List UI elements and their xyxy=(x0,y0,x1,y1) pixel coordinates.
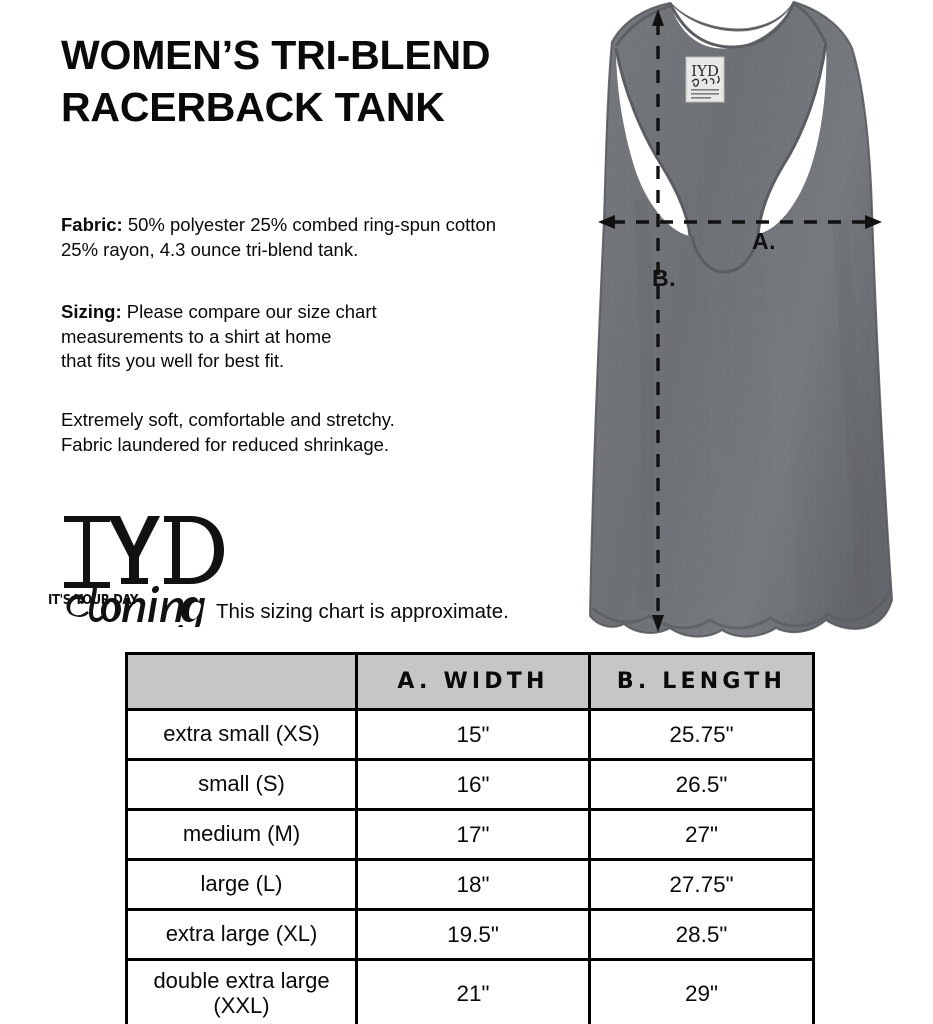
fabric-line-2: 25% rayon, 4.3 ounce tri-blend tank. xyxy=(61,238,359,260)
right-armhole-seam xyxy=(756,41,828,235)
sizing-line-3: that fits you well for best fit. xyxy=(61,350,285,372)
cell-width: 17" xyxy=(355,808,591,861)
cell-size-line-2: (XXL) xyxy=(213,993,270,1018)
measure-a-arrow-right xyxy=(865,215,882,229)
tank-body xyxy=(590,2,892,637)
care-description: Extremely soft, comfortable and stretchy… xyxy=(61,408,395,457)
table-row: extra small (XS) 15" 25.75" xyxy=(125,708,815,761)
tank-top-illustration: IYD xyxy=(520,0,933,650)
measure-b-arrow-bottom xyxy=(652,615,664,632)
page-title-line-1: WOMEN’S TRI-BLEND xyxy=(61,32,491,78)
cell-size: double extra large (XXL) xyxy=(125,958,358,1024)
racerback-center-seam xyxy=(690,233,760,274)
hem-stitch xyxy=(591,591,892,630)
sizing-label: Sizing: xyxy=(61,301,122,322)
table-header-row: A. WIDTH B. LENGTH xyxy=(125,652,815,711)
neck-label: IYD xyxy=(685,56,725,103)
right-armhole xyxy=(758,42,827,234)
header-size xyxy=(125,652,358,711)
left-armhole-seam xyxy=(614,47,692,237)
cell-width: 16" xyxy=(355,758,591,811)
sizing-line-2: measurements to a shirt at home xyxy=(61,325,332,347)
cell-width: 21" xyxy=(355,958,591,1024)
page-title: WOMEN’S TRI-BLEND RACERBACK TANK xyxy=(61,30,581,133)
neckline-seam xyxy=(668,1,796,49)
cell-size: extra small (XS) xyxy=(125,708,358,761)
fabric-label: Fabric: xyxy=(61,214,123,235)
fabric-text-1: 50% polyester 25% combed ring-spun cotto… xyxy=(122,214,496,235)
logo-script-icon xyxy=(66,582,205,627)
table-row: extra large (XL) 19.5" 28.5" xyxy=(125,908,815,961)
fabric-line-1: Fabric: 50% polyester 25% combed ring-sp… xyxy=(61,213,496,238)
cell-width: 18" xyxy=(355,858,591,911)
cell-width: 19.5" xyxy=(355,908,591,961)
size-chart-table: A. WIDTH B. LENGTH extra small (XS) 15" … xyxy=(125,652,815,1024)
care-line-2: Fabric laundered for reduced shrinkage. xyxy=(61,433,390,455)
cell-size: medium (M) xyxy=(125,808,358,861)
measure-b-arrow-top xyxy=(652,9,664,26)
page-title-line-2: RACERBACK TANK xyxy=(61,83,445,130)
table-row: large (L) 18" 27.75" xyxy=(125,858,815,911)
right-strap-seam xyxy=(793,2,828,45)
cell-width: 15" xyxy=(355,708,591,761)
left-strap-seam xyxy=(614,4,671,47)
cell-size: small (S) xyxy=(125,758,358,811)
sizing-line-1: Sizing: Please compare our size chart xyxy=(61,300,377,325)
header-width: A. WIDTH xyxy=(355,652,591,711)
left-armhole xyxy=(616,48,690,236)
cell-size: extra large (XL) xyxy=(125,908,358,961)
neckline-opening xyxy=(670,2,794,49)
cell-length: 25.75" xyxy=(588,708,815,761)
cell-size-line-1: double extra large xyxy=(153,968,330,994)
neck-label-monogram: IYD xyxy=(691,62,719,80)
care-line-1: Extremely soft, comfortable and stretchy… xyxy=(61,409,395,430)
fabric-description: Fabric: 50% polyester 25% combed ring-sp… xyxy=(61,213,496,262)
approximate-note: This sizing chart is approximate. xyxy=(216,600,509,623)
cell-length: 27.75" xyxy=(588,858,815,911)
logo-monogram-icon xyxy=(64,516,224,588)
sizing-text-1: Please compare our size chart xyxy=(121,301,377,322)
cell-length: 26.5" xyxy=(588,758,815,811)
cell-size: large (L) xyxy=(125,858,358,911)
measure-a-arrow-left xyxy=(598,215,615,229)
table-row: double extra large (XXL) 21" 29" xyxy=(125,958,815,1024)
brand-logo: IT'S YOUR DAY xyxy=(46,512,236,627)
measure-b-label: B. xyxy=(652,265,676,291)
cell-length: 28.5" xyxy=(588,908,815,961)
table-row: small (S) 16" 26.5" xyxy=(125,758,815,811)
cell-length: 29" xyxy=(588,958,815,1024)
cell-length: 27" xyxy=(588,808,815,861)
measure-a-label: A. xyxy=(752,228,776,254)
sizing-description: Sizing: Please compare our size chart me… xyxy=(61,300,377,374)
header-length: B. LENGTH xyxy=(588,652,815,711)
table-row: medium (M) 17" 27" xyxy=(125,808,815,861)
